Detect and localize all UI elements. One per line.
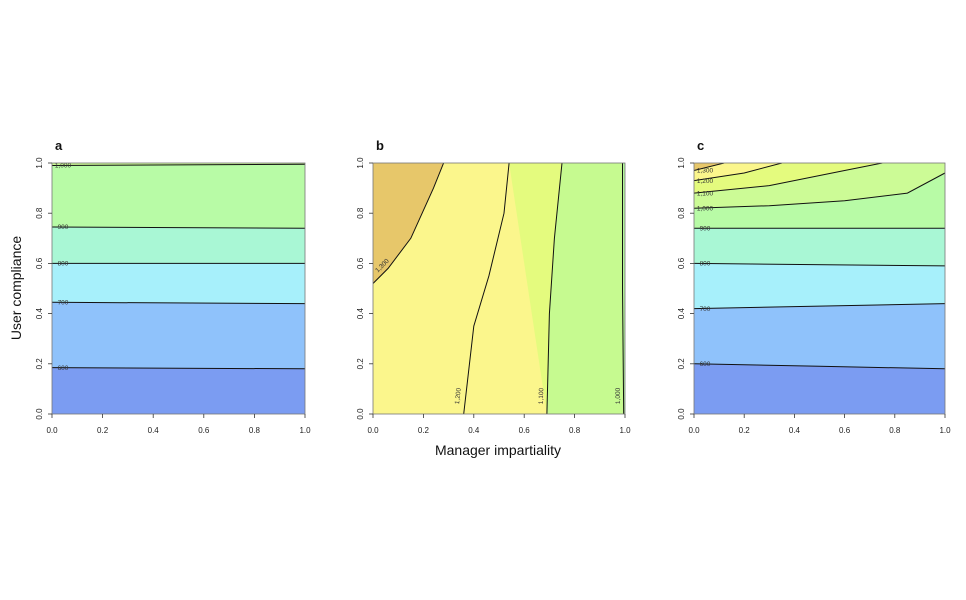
y-tick-label: 0.4 bbox=[356, 307, 365, 319]
x-tick-label: 0.8 bbox=[569, 426, 581, 435]
contour-label: 800 bbox=[700, 261, 711, 268]
contour-line bbox=[52, 367, 305, 370]
contour-region bbox=[509, 163, 562, 414]
contour-line bbox=[694, 303, 945, 310]
contour-band bbox=[52, 367, 305, 414]
x-tick-label: 0.8 bbox=[889, 426, 901, 435]
y-tick-label: 1.0 bbox=[677, 157, 686, 169]
contour-label: 1,200 bbox=[454, 387, 463, 404]
x-tick-label: 0.6 bbox=[519, 426, 531, 435]
plot-frame bbox=[372, 162, 626, 415]
contour-label: 1,000 bbox=[55, 163, 72, 170]
panel-label: c bbox=[697, 138, 704, 153]
y-tick-label: 0.4 bbox=[35, 307, 44, 319]
x-axis-title: Manager impartiality bbox=[435, 442, 561, 458]
x-tick-label: 0.6 bbox=[198, 426, 210, 435]
x-tick-label: 0.0 bbox=[688, 426, 700, 435]
plot-area: 600 700 800 900 1,000 1,100 1,200 1,300 bbox=[694, 163, 945, 414]
contour-label: 1,200 bbox=[697, 178, 714, 185]
plot-area: 600 700 800 900 1,000 bbox=[52, 163, 305, 414]
panel-label: a bbox=[55, 138, 63, 153]
y-tick-label: 1.0 bbox=[356, 157, 365, 169]
contour-label: 1,100 bbox=[538, 387, 545, 404]
x-tick-label: 0.2 bbox=[97, 426, 109, 435]
y-tick-label: 0.0 bbox=[356, 408, 365, 420]
contour-line bbox=[694, 172, 945, 209]
panel-a: 600 700 800 900 1,000 0.00.0 0.2 0.2 0.4 0.4 0.6 0.… bbox=[35, 138, 311, 435]
contour-line bbox=[622, 163, 625, 414]
contour-label: 700 bbox=[700, 306, 711, 313]
y-tick-label: 0.4 bbox=[677, 307, 686, 319]
contour-line bbox=[52, 226, 305, 229]
plot-frame bbox=[693, 162, 946, 415]
x-tick-label: 0.6 bbox=[839, 426, 851, 435]
contour-region bbox=[373, 163, 444, 284]
contour-label: 800 bbox=[58, 261, 69, 268]
x-tick-label: 0.8 bbox=[249, 426, 261, 435]
y-tick-label: 0.0 bbox=[677, 408, 686, 420]
contour-line bbox=[694, 363, 945, 370]
y-tick-label: 0.8 bbox=[35, 207, 44, 219]
y-tick-label: 1.0 bbox=[35, 157, 44, 169]
contour-label: 600 bbox=[700, 361, 711, 368]
y-tick-label: 0.2 bbox=[35, 358, 44, 370]
y-tick-label: 0.8 bbox=[356, 207, 365, 219]
contour-line bbox=[694, 163, 725, 171]
x-tick-label: 0.4 bbox=[789, 426, 801, 435]
panel-c: 600 700 800 900 1,000 1,100 1,200 1,300 0.00.0 0.… bbox=[677, 138, 951, 435]
y-tick-label: 0.8 bbox=[677, 207, 686, 219]
y-tick-label: 0.6 bbox=[35, 257, 44, 269]
contour-label: 900 bbox=[700, 225, 711, 232]
x-tick-label: 0.0 bbox=[46, 426, 58, 435]
x-tick-label: 0.2 bbox=[418, 426, 430, 435]
x-tick-label: 1.0 bbox=[939, 426, 951, 435]
contour-line bbox=[463, 163, 510, 414]
y-tick-label: 0.2 bbox=[677, 358, 686, 370]
x-tick-label: 0.4 bbox=[148, 426, 160, 435]
x-tick-label: 1.0 bbox=[619, 426, 631, 435]
contour-label: 900 bbox=[58, 224, 69, 231]
contour-label: 1,000 bbox=[697, 205, 714, 212]
y-axis-title: User compliance bbox=[8, 236, 24, 340]
contour-region bbox=[546, 163, 625, 414]
contour-line bbox=[694, 163, 783, 182]
contour-label: 1,000 bbox=[615, 387, 622, 404]
contour-line bbox=[52, 301, 305, 305]
y-tick-label: 0.6 bbox=[677, 257, 686, 269]
contour-line bbox=[694, 163, 883, 194]
x-tick-label: 0.2 bbox=[739, 426, 751, 435]
plot-frame bbox=[51, 162, 306, 415]
contour-band bbox=[694, 363, 945, 414]
contour-label: 1,100 bbox=[697, 190, 714, 197]
contour-line bbox=[52, 163, 305, 166]
y-tick-label: 0.2 bbox=[356, 358, 365, 370]
contour-line bbox=[373, 163, 445, 284]
y-tick-label: 0.6 bbox=[356, 257, 365, 269]
contour-label: 600 bbox=[58, 365, 69, 372]
contour-line bbox=[694, 262, 945, 267]
x-tick-label: 0.4 bbox=[468, 426, 480, 435]
x-tick-label: 1.0 bbox=[299, 426, 311, 435]
contour-label: 700 bbox=[58, 300, 69, 307]
contour-label: 1,300 bbox=[697, 168, 714, 175]
contour-line bbox=[546, 163, 563, 414]
contour-region bbox=[622, 163, 625, 414]
x-tick-label: 0.0 bbox=[367, 426, 379, 435]
panel-label: b bbox=[376, 138, 384, 153]
y-tick-label: 0.0 bbox=[35, 408, 44, 420]
